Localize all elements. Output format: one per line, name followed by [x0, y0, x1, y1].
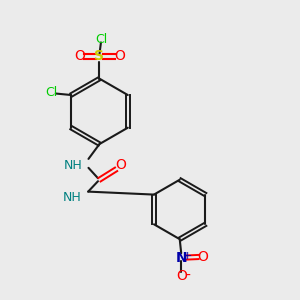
Text: Cl: Cl [45, 86, 57, 99]
Text: S: S [94, 50, 104, 63]
Text: NH: NH [63, 191, 81, 204]
Text: O: O [116, 158, 126, 172]
Text: O: O [114, 50, 125, 63]
Text: O: O [176, 269, 187, 283]
Text: N: N [176, 250, 187, 265]
Text: +: + [183, 251, 192, 261]
Text: O: O [74, 50, 85, 63]
Text: O: O [197, 250, 208, 264]
Text: NH: NH [64, 159, 82, 172]
Text: Cl: Cl [95, 33, 107, 46]
Text: -: - [185, 269, 190, 283]
